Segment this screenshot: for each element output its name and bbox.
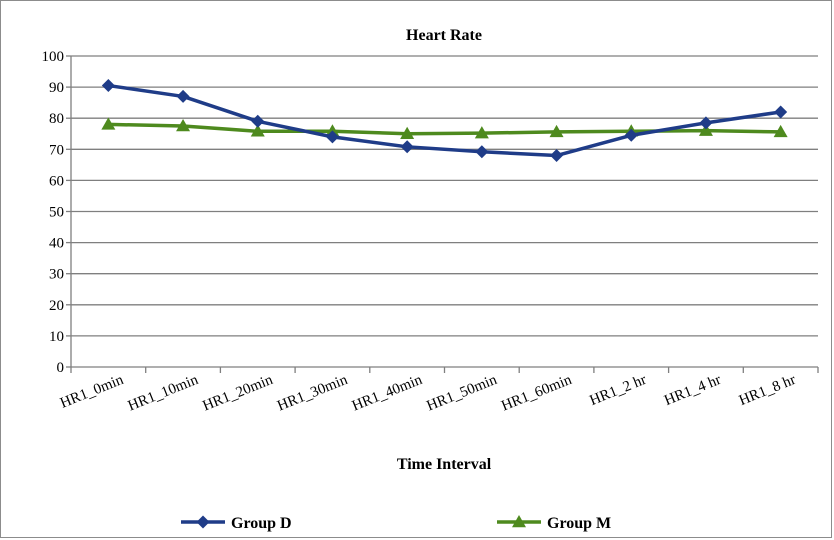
x-tick-label: HR1_40min	[350, 372, 425, 415]
series-line	[108, 83, 781, 158]
data-point	[101, 79, 115, 93]
data-point	[699, 116, 713, 130]
y-tick-label: 10	[49, 329, 64, 345]
data-point	[773, 124, 788, 138]
y-tick-label: 20	[49, 298, 64, 314]
y-tick-label: 60	[49, 173, 64, 189]
data-point	[176, 118, 191, 132]
y-axis-ticks: 0 10 20 30 40 50 60 70 80 90 100	[42, 49, 71, 376]
y-tick-label: 90	[49, 80, 64, 96]
series-layer	[101, 79, 788, 163]
legend-item: Group M	[497, 515, 611, 532]
x-tick-label: HR1_2 hr	[588, 372, 649, 409]
y-tick-label: 30	[49, 267, 64, 283]
x-axis-ticks: HR1_0min HR1_10min HR1_20min HR1_30min HR1_4…	[58, 367, 819, 415]
data-point	[101, 117, 116, 130]
series-group-m	[101, 117, 788, 139]
data-point	[550, 149, 564, 163]
x-tick-label: HR1_50min	[425, 372, 500, 415]
data-point	[474, 126, 489, 139]
legend: Group D Group M	[181, 515, 611, 532]
x-tick-label: HR1_8 hr	[737, 372, 798, 409]
x-tick-label: HR1_4 hr	[662, 372, 723, 409]
data-point	[624, 128, 638, 142]
chart-title: Heart Rate	[406, 27, 482, 44]
y-tick-label: 70	[49, 142, 64, 158]
legend-label: Group M	[547, 515, 611, 532]
grid-lines	[70, 55, 818, 368]
data-point	[176, 89, 190, 103]
legend-swatch-marker	[196, 515, 210, 529]
data-point	[400, 140, 414, 154]
data-point	[475, 145, 489, 159]
series-line	[108, 122, 781, 136]
x-tick-label: HR1_0min	[58, 372, 126, 412]
y-tick-label: 0	[57, 360, 65, 376]
legend-label: Group D	[231, 515, 292, 532]
data-point	[325, 130, 339, 144]
data-point	[400, 126, 415, 139]
data-point	[251, 114, 265, 128]
legend-swatch-marker	[512, 515, 526, 528]
y-tick-label: 80	[49, 111, 64, 127]
x-tick-label: HR1_10min	[126, 372, 201, 415]
data-point	[774, 105, 788, 119]
series-group-d	[101, 79, 788, 163]
x-tick-label: HR1_60min	[499, 372, 574, 415]
data-point	[698, 123, 713, 136]
x-tick-label: HR1_20min	[200, 372, 275, 415]
y-tick-label: 100	[42, 49, 65, 65]
y-tick-label: 40	[49, 236, 64, 252]
data-point	[549, 124, 564, 138]
data-point	[250, 124, 265, 137]
x-tick-label: HR1_30min	[275, 372, 350, 415]
y-tick-label: 50	[49, 205, 64, 221]
legend-item: Group D	[181, 515, 292, 532]
x-axis-title: Time Interval	[397, 456, 492, 473]
